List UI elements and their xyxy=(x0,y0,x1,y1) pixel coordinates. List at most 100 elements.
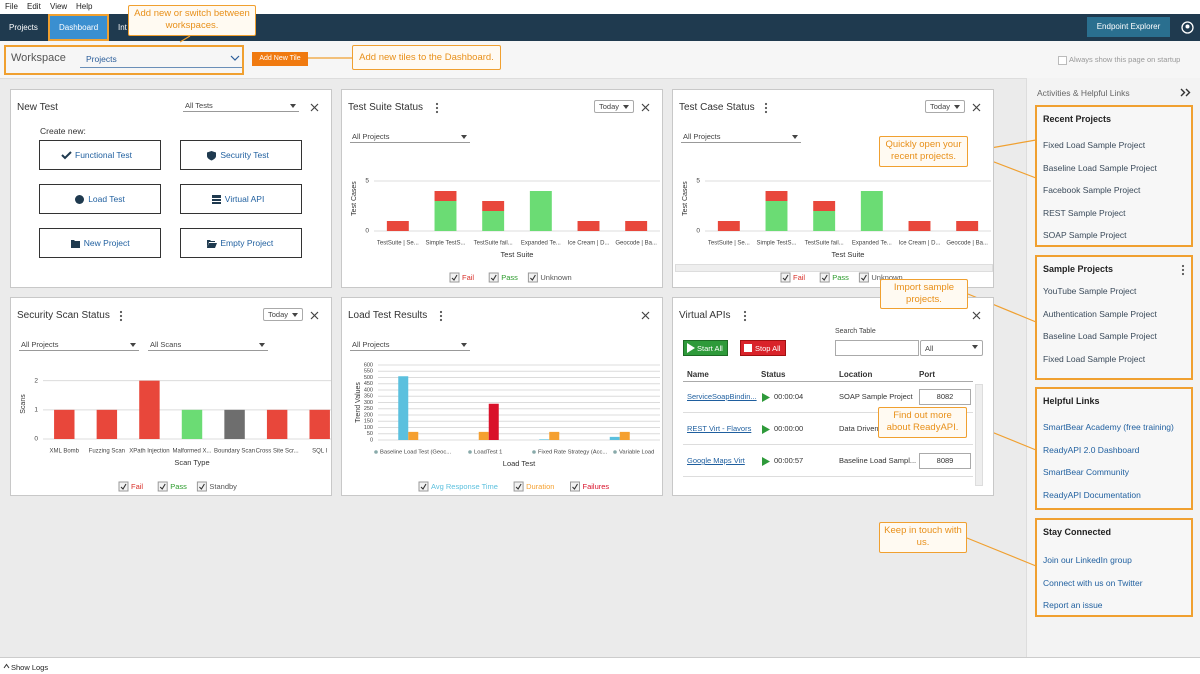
sidebar-link[interactable]: ReadyAPI 2.0 Dashboard xyxy=(1043,444,1140,455)
category-dot xyxy=(374,450,378,454)
sidebar-link[interactable]: SOAP Sample Project xyxy=(1043,230,1127,240)
sidebar-link[interactable]: Connect with us on Twitter xyxy=(1043,577,1143,588)
menu-item[interactable]: Help xyxy=(76,2,93,11)
project-filter[interactable]: All Projects xyxy=(681,132,801,143)
project-filter[interactable]: All Projects xyxy=(19,340,139,351)
menu-item[interactable]: View xyxy=(50,2,68,11)
check xyxy=(821,274,828,281)
dot xyxy=(439,310,443,314)
category-dot xyxy=(613,450,617,454)
dot xyxy=(1181,268,1185,272)
startup-checkbox[interactable] xyxy=(1058,56,1067,65)
show-logs[interactable]: Show Logs xyxy=(11,663,49,672)
toolbar-tab[interactable]: Projects xyxy=(9,23,38,32)
create-button[interactable]: Virtual API xyxy=(180,184,302,214)
api-status: 00:00:00 xyxy=(774,424,804,433)
sidebar-link[interactable]: REST Sample Project xyxy=(1043,207,1126,218)
port-input[interactable]: 8089 xyxy=(919,453,971,469)
workspace-select[interactable]: Projects xyxy=(86,54,117,64)
sidebar-link[interactable]: Facebook Sample Project xyxy=(1043,185,1141,195)
create-button[interactable]: Load Test xyxy=(39,184,161,214)
toolbar-tab[interactable]: Int xyxy=(118,23,127,32)
legend-checkbox[interactable] xyxy=(858,272,869,283)
dot xyxy=(435,106,439,110)
legend-checkbox[interactable] xyxy=(527,272,538,283)
start-all-button[interactable]: Start All xyxy=(683,340,728,356)
legend-checkbox[interactable] xyxy=(513,481,524,492)
tile-menu-icon xyxy=(439,310,443,322)
legend-checkbox[interactable] xyxy=(157,481,168,492)
add-new-tile-button[interactable]: Add New Tile xyxy=(252,52,308,66)
dot xyxy=(1181,272,1185,276)
period-select[interactable]: Today xyxy=(263,308,303,321)
period-select[interactable]: Today xyxy=(925,100,965,113)
sidebar-link[interactable]: Join our LinkedIn group xyxy=(1043,555,1132,565)
project-filter[interactable]: All Projects xyxy=(350,132,470,143)
create-button[interactable]: Functional Test xyxy=(39,140,161,170)
bar-segment xyxy=(813,201,836,211)
sidebar-link[interactable]: Baseline Load Sample Project xyxy=(1043,331,1157,341)
tile-menu-icon xyxy=(435,102,439,114)
sidebar-link[interactable]: SmartBear Community xyxy=(1043,467,1129,477)
bar xyxy=(398,376,409,440)
legend-checkbox[interactable] xyxy=(570,481,580,492)
y-tick-label: 0 xyxy=(365,228,369,235)
x xyxy=(972,103,981,112)
sidebar-link[interactable]: YouTube Sample Project xyxy=(1043,286,1137,296)
legend-label: Pass xyxy=(170,482,187,491)
caret xyxy=(230,55,240,61)
sidebar-link[interactable]: SmartBear Academy (free training) xyxy=(1043,422,1174,432)
toolbar-tab[interactable]: Dashboard xyxy=(59,23,99,32)
bar-segment xyxy=(765,201,788,231)
sidebar-link[interactable]: Baseline Load Sample Project xyxy=(1043,162,1157,173)
sidebar-link[interactable]: Report an issue xyxy=(1043,600,1103,610)
chart: 0 1 2 Scans Scan Type XML Bomb Fuzzing Scan XPa… xyxy=(20,377,331,492)
y-tick-label: 400 xyxy=(364,387,373,393)
legend-checkbox[interactable] xyxy=(819,272,830,283)
x-tick-label: XPath Injection xyxy=(129,449,169,455)
sidebar-link[interactable]: Fixed Load Sample Project xyxy=(1043,353,1146,364)
dot xyxy=(119,314,123,318)
test-filter[interactable]: All Tests xyxy=(183,101,299,112)
start-all-label: Start All xyxy=(697,344,723,353)
sidebar-link[interactable]: Fixed Load Sample Project xyxy=(1043,140,1146,150)
status-filter[interactable]: All xyxy=(920,340,983,356)
check xyxy=(490,274,497,281)
create-button[interactable]: Empty Project xyxy=(180,228,302,258)
sidebar-link[interactable]: ReadyAPI Documentation xyxy=(1043,489,1141,500)
tile-menu-icon xyxy=(743,310,747,322)
api-name-link[interactable]: REST Virt - Flavors xyxy=(687,424,752,433)
api-name-link[interactable]: Google Maps Virt xyxy=(687,456,745,465)
tile-menu-icon xyxy=(119,310,123,322)
legend-checkbox[interactable] xyxy=(418,481,429,492)
close-icon xyxy=(972,311,981,320)
project-filter[interactable]: All Projects xyxy=(350,340,470,351)
sidebar-link[interactable]: Authentication Sample Project xyxy=(1043,308,1157,319)
port-input[interactable]: 8082 xyxy=(919,389,971,405)
legend-checkbox[interactable] xyxy=(488,272,499,283)
vertical-scrollbar xyxy=(975,384,983,486)
x-tick-label: Ice Cream | D... xyxy=(899,241,941,247)
y-tick-label: 600 xyxy=(364,362,373,368)
legend-checkbox[interactable] xyxy=(118,481,129,492)
menu-item[interactable]: Edit xyxy=(27,2,41,11)
legend-checkbox[interactable] xyxy=(780,272,791,283)
tile: Load Test Results All Projects 0 50 100 150 20… xyxy=(341,297,663,496)
bar-segment xyxy=(386,221,409,231)
endpoint-explorer-button[interactable]: Endpoint Explorer xyxy=(1087,17,1170,37)
workspace-bar xyxy=(0,41,1200,79)
head xyxy=(1185,24,1190,29)
period-select[interactable]: Today xyxy=(594,100,634,113)
api-name-link[interactable]: ServiceSoapBindin... xyxy=(687,392,757,401)
menu-item[interactable]: File xyxy=(5,2,18,11)
stop-all-button[interactable]: Stop All xyxy=(740,340,786,356)
bar xyxy=(224,409,245,439)
button-icon xyxy=(70,240,80,248)
legend-checkbox[interactable] xyxy=(449,272,460,283)
section-title: Stay Connected xyxy=(1043,527,1112,537)
search-input[interactable] xyxy=(835,340,919,356)
legend-checkbox[interactable] xyxy=(196,481,207,492)
scan-filter[interactable]: All Scans xyxy=(148,340,268,351)
create-button[interactable]: New Project xyxy=(39,228,161,258)
create-button[interactable]: Security Test xyxy=(180,140,302,170)
